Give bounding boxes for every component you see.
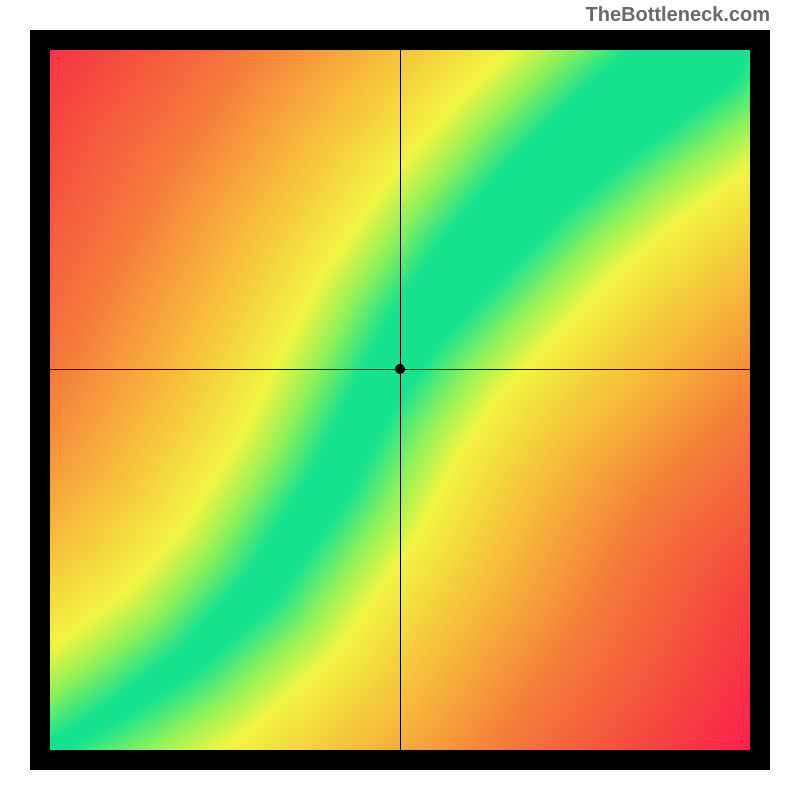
marker-dot bbox=[395, 364, 405, 374]
heatmap-plot bbox=[50, 50, 750, 750]
crosshair-vertical bbox=[400, 50, 401, 750]
root-container: TheBottleneck.com bbox=[0, 0, 800, 800]
watermark-label: TheBottleneck.com bbox=[586, 4, 770, 27]
chart-frame bbox=[30, 30, 770, 770]
